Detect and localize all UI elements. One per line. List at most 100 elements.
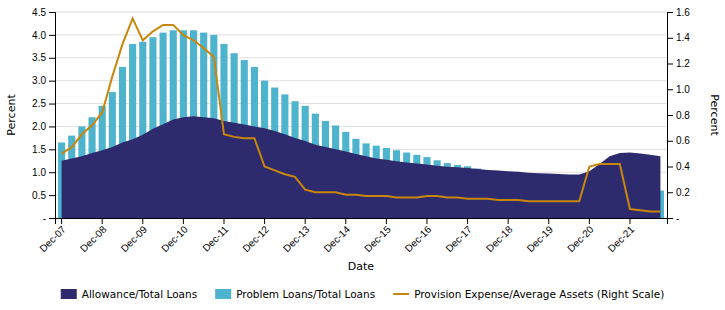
- tick-mark: [49, 218, 55, 219]
- legend-label: Problem Loans/Total Loans: [236, 288, 375, 300]
- tick: -: [43, 213, 55, 224]
- tick-label: Dec-12: [240, 223, 271, 254]
- tick-mark: [49, 195, 55, 196]
- tick-mark: [305, 218, 306, 224]
- tick-label: 1.0: [676, 84, 690, 95]
- tick: 1.0: [32, 167, 55, 178]
- tick-label: -: [676, 213, 679, 224]
- grid: [55, 12, 667, 218]
- tick-label: 1.4: [676, 32, 690, 43]
- tick-mark: [49, 172, 55, 173]
- tick-mark: [49, 12, 55, 13]
- tick: 0.5: [32, 190, 55, 201]
- tick-label: 2.5: [32, 98, 46, 109]
- tick: Dec-20: [565, 218, 596, 254]
- grid-line: [55, 12, 667, 13]
- bar-series: [58, 30, 664, 218]
- tick-label: Dec-19: [525, 223, 556, 254]
- tick-mark: [508, 218, 509, 224]
- tick-label: -: [43, 213, 46, 224]
- legend-swatch: [215, 289, 231, 299]
- tick-label: 0.6: [676, 135, 690, 146]
- grid-line: [55, 103, 667, 104]
- tick: Dec-21: [606, 218, 637, 254]
- tick: Dec-15: [362, 218, 393, 254]
- tick-label: 0.2: [676, 187, 690, 198]
- tick-label: 0.5: [32, 190, 46, 201]
- tick-mark: [183, 218, 184, 224]
- tick: -: [667, 213, 679, 224]
- tick: 1.4: [667, 32, 690, 43]
- tick: Dec-09: [119, 218, 150, 254]
- axis-line: [56, 219, 668, 225]
- tick-label: Dec-10: [159, 223, 190, 254]
- tick: Dec-10: [159, 218, 190, 254]
- tick-label: Dec-18: [484, 223, 515, 254]
- tick-label: Dec-16: [403, 223, 434, 254]
- tick: Dec-12: [240, 218, 271, 254]
- tick: 3.5: [32, 52, 55, 63]
- tick-mark: [667, 167, 673, 168]
- tick-label: 4.0: [32, 30, 46, 41]
- legend-label: Allowance/Total Loans: [82, 288, 197, 300]
- y-axis: -0.51.01.52.02.53.03.54.04.5: [32, 7, 55, 224]
- tick-mark: [667, 64, 673, 65]
- tick: Dec-13: [281, 218, 312, 254]
- tick: 2.5: [32, 98, 55, 109]
- tick-mark: [589, 218, 590, 224]
- tick: 0.4: [667, 161, 690, 172]
- tick-label: 0.8: [676, 110, 690, 121]
- tick-label: 0.4: [676, 161, 690, 172]
- tick-mark: [667, 89, 673, 90]
- tick-mark: [49, 81, 55, 82]
- tick-label: 1.5: [32, 144, 46, 155]
- legend-item: Problem Loans/Total Loans: [215, 288, 375, 300]
- y2-axis: - 0.2 0.4 0.6 0.8 1.0 1.2 1.4 1.6: [667, 7, 690, 224]
- legend-swatch: [393, 293, 409, 295]
- y2-axis-title: Percent: [708, 94, 721, 136]
- tick-mark: [49, 126, 55, 127]
- axis-line: [668, 13, 674, 219]
- chart: Dec-07 Dec-08 Dec-09 Dec-10 Dec-11 Dec-12 Dec-…: [0, 0, 725, 310]
- tick-label: Dec-15: [362, 223, 393, 254]
- tick-mark: [667, 218, 673, 219]
- x-axis: Dec-07 Dec-08 Dec-09 Dec-10 Dec-11 Dec-12 Dec-…: [37, 218, 667, 254]
- y-axis-title: Percent: [5, 94, 18, 136]
- tick: 4.0: [32, 30, 55, 41]
- tick-mark: [345, 218, 346, 224]
- tick-mark: [49, 104, 55, 105]
- line: [62, 18, 661, 211]
- tick-label: 1.0: [32, 167, 46, 178]
- tick: Dec-16: [403, 218, 434, 254]
- tick-label: 2.0: [32, 121, 46, 132]
- tick-label: 4.5: [32, 7, 46, 18]
- tick-label: 1.2: [676, 58, 690, 69]
- tick-label: Dec-14: [322, 223, 353, 254]
- tick-label: 3.5: [32, 52, 46, 63]
- axis-line: [49, 13, 56, 219]
- tick-mark: [667, 12, 673, 13]
- tick: 0.6: [667, 135, 690, 146]
- plot: Dec-07 Dec-08 Dec-09 Dec-10 Dec-11 Dec-12 Dec-…: [5, 7, 721, 273]
- tick: 0.2: [667, 187, 690, 198]
- tick-mark: [467, 218, 468, 224]
- tick-label: Dec-11: [200, 223, 230, 253]
- legend-label: Provision Expense/Average Assets (Right …: [414, 288, 664, 300]
- tick-mark: [264, 218, 265, 224]
- grid-line: [55, 126, 667, 127]
- tick: 1.6: [667, 7, 690, 18]
- tick: 1.0: [667, 84, 690, 95]
- tick-label: 1.6: [676, 7, 690, 18]
- legend-swatch: [61, 289, 77, 299]
- tick-label: Dec-20: [565, 223, 596, 254]
- tick-mark: [667, 192, 673, 193]
- tick: 4.5: [32, 7, 55, 18]
- tick-mark: [667, 141, 673, 142]
- tick-label: Dec-08: [78, 223, 109, 254]
- tick: Dec-17: [443, 218, 474, 254]
- tick-mark: [61, 218, 62, 224]
- area: [62, 116, 661, 218]
- tick-label: Dec-07: [37, 223, 68, 254]
- grid-line: [55, 80, 667, 81]
- tick-mark: [667, 38, 673, 39]
